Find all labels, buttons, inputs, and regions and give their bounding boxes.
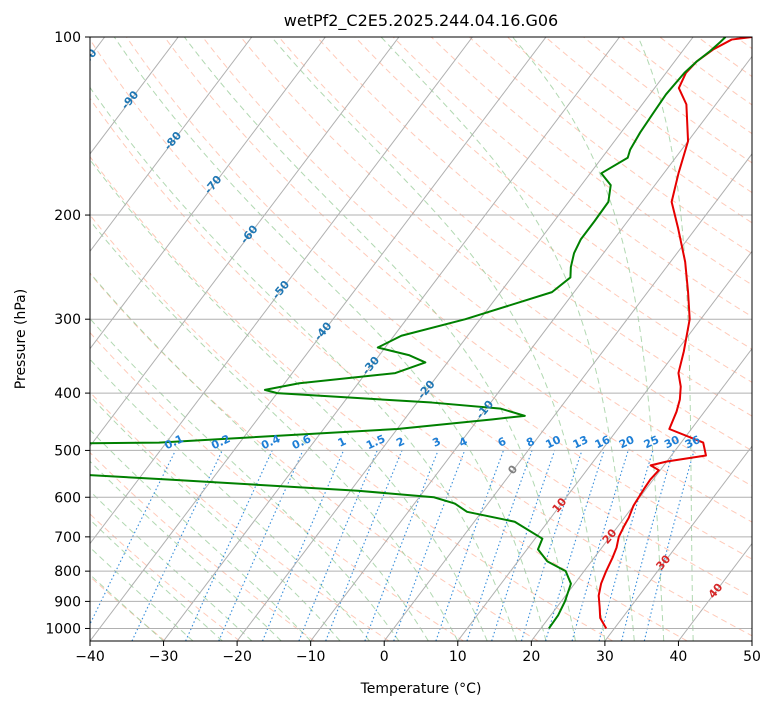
mixing-ratio-line xyxy=(491,450,556,641)
mixing-ratio-label: 30 xyxy=(662,433,682,451)
y-axis-ticks: 100 200 300 400 500 600 700 800 900 1000 xyxy=(45,30,90,637)
x-axis-ticks: −40 −30 −20 −10 0 10 20 30 40 50 xyxy=(75,641,761,665)
moist-adiabat-line xyxy=(90,460,282,641)
moist-adiabat-line xyxy=(90,86,518,641)
isotherm-line xyxy=(90,37,400,447)
isotherm-line xyxy=(90,37,253,253)
moist-adiabats xyxy=(90,37,694,641)
isotherm-line xyxy=(236,37,694,641)
isotherm-line xyxy=(310,55,752,641)
moist-adiabat-line xyxy=(90,317,400,641)
y-tick-label: 1000 xyxy=(45,621,81,637)
y-tick-label: 400 xyxy=(54,386,81,402)
mixing-ratio-line xyxy=(364,450,439,641)
moist-adiabat-line xyxy=(113,37,547,641)
mixing-ratio-label: 25 xyxy=(642,433,661,451)
mixing-ratio-line xyxy=(185,450,273,641)
x-tick-label: 10 xyxy=(449,649,467,665)
dry-adiabat-line xyxy=(392,37,752,318)
isotherm-line xyxy=(90,37,179,155)
dry-adiabat-line xyxy=(90,97,752,637)
isotherm-line xyxy=(163,37,620,641)
sounding-series xyxy=(90,37,752,630)
y-tick-label: 500 xyxy=(54,443,81,459)
skewed-isotherms xyxy=(90,37,752,641)
mixing-ratio-line xyxy=(262,450,345,641)
mixing-ratio-line xyxy=(466,450,533,641)
y-tick-label: 200 xyxy=(54,208,81,224)
moist-adiabat-line xyxy=(183,37,576,641)
mixing-ratio-line xyxy=(90,450,177,626)
mixing-ratio-label: 20 xyxy=(617,433,637,451)
chart-title: wetPf2_C2E5.2025.244.04.16.G06 xyxy=(284,11,558,31)
mixing-ratio-label: 16 xyxy=(593,433,613,451)
moist-adiabat-line xyxy=(90,395,341,641)
x-tick-label: −30 xyxy=(149,649,179,665)
y-tick-label: 300 xyxy=(54,312,81,328)
mixing-ratio-line xyxy=(621,450,674,641)
dry-adiabat-line xyxy=(90,451,315,641)
mixing-ratio-label: 10 xyxy=(544,433,564,451)
dry-adiabat-line xyxy=(126,37,752,560)
dry-adiabat-line xyxy=(278,37,752,417)
plot-frame xyxy=(89,36,753,642)
moist-adiabat-line xyxy=(90,219,459,641)
isotherm-line xyxy=(90,37,547,641)
y-tick-label: 900 xyxy=(54,594,81,610)
moist-adiabat-line xyxy=(637,37,694,641)
dry-adiabat-line xyxy=(164,37,752,523)
moist-adiabat-line xyxy=(90,546,194,641)
pressure-gridlines xyxy=(90,37,752,629)
dry-adiabat-line xyxy=(90,391,390,641)
isotherm-line xyxy=(604,445,752,641)
isotherm-line xyxy=(383,153,752,641)
mixing-ratio-line xyxy=(571,450,629,641)
x-tick-label: 50 xyxy=(743,649,761,665)
mixing-ratio-label: 13 xyxy=(571,433,590,451)
isotherm-line xyxy=(530,347,752,641)
isotherm-line xyxy=(90,37,473,545)
mixing-ratio-line xyxy=(435,450,504,641)
moist-adiabat-line xyxy=(90,519,223,641)
x-tick-label: 40 xyxy=(670,649,688,665)
y-tick-label: 700 xyxy=(54,530,81,546)
x-tick-label: 20 xyxy=(522,649,540,665)
plot-background xyxy=(90,37,752,641)
y-tick-label: 800 xyxy=(54,564,81,580)
moist-adiabat-line xyxy=(90,272,429,641)
dry-adiabat-line xyxy=(90,214,613,641)
mixing-ratio-line xyxy=(520,450,583,641)
mixing-ratio-line xyxy=(298,450,378,641)
moist-adiabat-line xyxy=(90,159,488,641)
y-tick-label: 100 xyxy=(54,30,81,46)
moist-adiabat-line xyxy=(90,429,312,641)
x-tick-label: 0 xyxy=(380,649,389,665)
mixing-ratio-line xyxy=(325,450,403,641)
mixing-ratio-line xyxy=(545,450,605,641)
dry-adiabat-line xyxy=(354,37,752,350)
temperature-line xyxy=(597,37,752,629)
dry-adiabat-line xyxy=(430,37,752,286)
x-tick-label: 30 xyxy=(596,649,614,665)
x-axis-title: Temperature (°C) xyxy=(360,681,482,697)
mixing-ratio-line xyxy=(218,450,304,641)
dry-adiabat-line xyxy=(240,37,752,452)
moist-adiabat-line xyxy=(512,37,665,641)
dry-adiabat-line xyxy=(90,38,752,598)
mixing-ratio-label: 36 xyxy=(683,433,703,451)
y-tick-label: 600 xyxy=(54,490,81,506)
dry-adiabats xyxy=(90,37,752,641)
y-axis-title: Pressure (hPa) xyxy=(13,289,29,389)
isotherm-line xyxy=(90,37,326,350)
x-tick-label: −10 xyxy=(296,649,326,665)
moist-adiabat-line xyxy=(90,358,370,641)
dry-adiabat-line xyxy=(583,37,752,164)
x-tick-label: −40 xyxy=(75,649,105,665)
x-tick-label: −20 xyxy=(222,649,252,665)
moist-adiabat-line xyxy=(380,37,635,641)
moist-adiabat-line xyxy=(271,37,606,641)
dry-adiabat-line xyxy=(316,37,752,383)
dewpoint-line xyxy=(90,37,727,630)
